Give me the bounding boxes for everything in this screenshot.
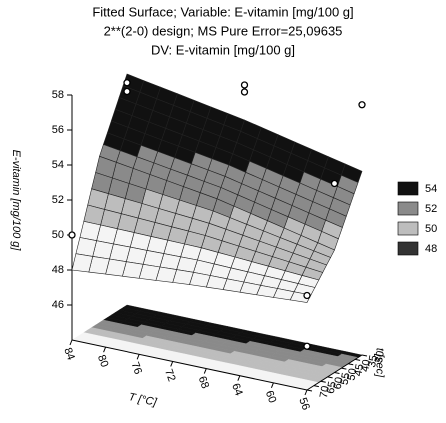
y-tick [341,367,347,370]
z-tick-label: 46 [52,299,64,311]
observed-point [303,291,311,300]
x-tick [203,368,207,374]
x-tick-label: 60 [263,389,278,405]
y-tick-label: 45 [352,363,366,377]
y-tick [355,358,361,361]
y-tick-label: 60 [332,376,346,390]
x-axis [71,339,308,391]
x-tick [103,346,107,353]
legend-label: 48 [425,243,437,255]
legend-label: 50 [425,223,437,235]
legend-swatch [397,221,419,236]
y-tick-label: 55 [339,372,353,386]
observed-point [68,231,76,239]
surface-cell [75,237,97,257]
y-tick [361,354,368,357]
z-tick-label: 58 [52,89,64,101]
x-tick [69,339,73,346]
x-tick-label: 68 [196,375,211,391]
y-tick [320,380,326,383]
z-tick-label: 54 [52,159,64,171]
x-tick-label: 76 [128,360,143,376]
observed-point [123,87,131,96]
observed-point [330,179,339,188]
z-axis-label: E-vitamin [mg/100 g] [10,150,22,252]
y-tick [334,372,340,374]
observed-point [123,79,131,87]
observed-point [303,342,311,350]
legend-label: 54 [425,183,437,195]
x-tick [270,382,274,389]
z-tick-label: 48 [52,264,64,276]
legend-swatch [397,201,419,216]
x-tick [304,389,308,396]
y-tick-label: 65 [325,381,339,395]
observed-point [240,81,249,89]
x-tick [136,354,140,360]
y-tick-label: 35 [366,354,380,368]
y-tick [327,376,333,379]
observed-point [358,101,366,109]
y-tick [313,385,319,388]
x-tick [170,361,174,367]
z-tick-label: 50 [52,229,64,241]
y-tick [306,389,313,392]
legend-swatch [397,181,419,196]
z-tick-label: 56 [52,124,64,136]
x-tick-label: 84 [61,346,76,362]
legend-label: 52 [425,203,437,215]
chart-subtitle: 2**(2-0) design; MS Pure Error=25,09635 [104,23,343,38]
y-tick-label: 40 [359,359,373,373]
chart-title: Fitted Surface; Variable: E-vitamin [mg/… [92,4,353,19]
y-axis-label: t [sec] [374,348,386,378]
x-tick-label: 72 [162,368,177,384]
x-tick [237,375,241,381]
observed-point [240,88,249,96]
y-tick [348,363,354,366]
y-tick-label: 30 [373,350,387,364]
x-tick-label: 56 [296,396,311,412]
legend-swatch [397,241,419,256]
surface-cell [71,253,94,273]
x-tick-label: 80 [95,353,110,369]
y-tick-label: 50 [345,367,359,381]
x-tick-label: 64 [229,382,244,398]
x-axis-label: T [°C] [127,391,158,409]
y-tick-label: 70 [318,385,332,399]
z-tick-label: 52 [52,194,64,206]
chart-subtitle: DV: E-vitamin [mg/100 g] [151,42,295,57]
